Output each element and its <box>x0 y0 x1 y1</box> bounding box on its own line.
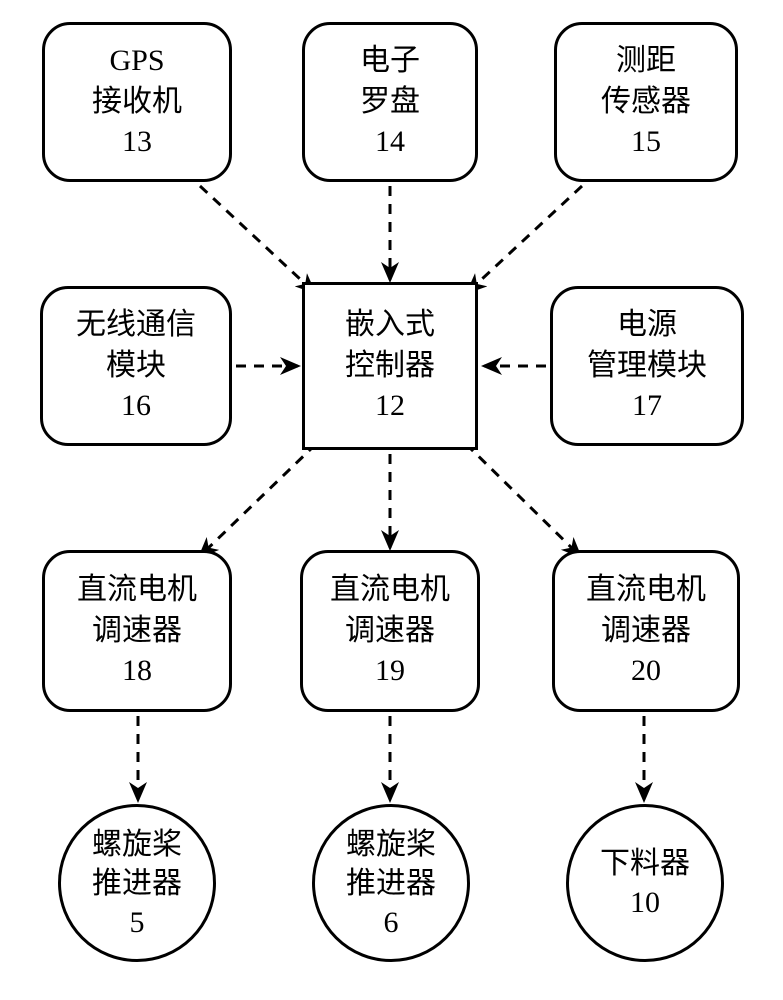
node-number: 10 <box>630 883 660 922</box>
node-label: 螺旋桨 <box>92 825 182 864</box>
node-number: 13 <box>122 122 152 163</box>
diagram-canvas: GPS 接收机 13 电子 罗盘 14 测距 传感器 15 无线通信 模块 16… <box>0 0 783 1000</box>
node-label: 测距 <box>616 41 676 82</box>
node-label: 推进器 <box>92 864 182 903</box>
node-number: 14 <box>375 122 405 163</box>
node-label: 模块 <box>106 346 166 387</box>
node-number: 6 <box>384 903 399 942</box>
node-label: 推进器 <box>346 864 436 903</box>
node-label: 控制器 <box>345 346 435 387</box>
edge-n12-n18 <box>200 444 316 556</box>
node-label: 接收机 <box>92 82 182 123</box>
node-label: 管理模块 <box>587 346 707 387</box>
node-number: 17 <box>632 386 662 427</box>
node-label: 无线通信 <box>76 305 196 346</box>
node-label: GPS <box>109 41 164 82</box>
node-electronic-compass: 电子 罗盘 14 <box>302 22 478 182</box>
node-label: 直流电机 <box>77 570 197 611</box>
node-number: 15 <box>631 122 661 163</box>
node-label: 调速器 <box>92 611 182 652</box>
node-dc-motor-speed-controller-18: 直流电机 调速器 18 <box>42 550 232 712</box>
node-number: 20 <box>631 651 661 692</box>
node-number: 16 <box>121 386 151 427</box>
node-propeller-thruster-5: 螺旋桨 推进器 5 <box>58 804 216 962</box>
node-dc-motor-speed-controller-20: 直流电机 调速器 20 <box>552 550 740 712</box>
node-label: 螺旋桨 <box>346 825 436 864</box>
node-label: 下料器 <box>600 844 690 883</box>
node-number: 18 <box>122 651 152 692</box>
node-number: 19 <box>375 651 405 692</box>
edge-n13-n12 <box>200 186 314 292</box>
node-distance-sensor: 测距 传感器 15 <box>554 22 738 182</box>
node-label: 直流电机 <box>330 570 450 611</box>
edge-n15-n12 <box>468 186 582 292</box>
node-number: 12 <box>375 386 405 427</box>
node-feeder: 下料器 10 <box>566 804 724 962</box>
node-wireless-comm-module: 无线通信 模块 16 <box>40 286 232 446</box>
node-label: 调速器 <box>345 611 435 652</box>
node-embedded-controller: 嵌入式 控制器 12 <box>302 282 478 450</box>
node-label: 嵌入式 <box>345 305 435 346</box>
node-label: 直流电机 <box>586 570 706 611</box>
node-propeller-thruster-6: 螺旋桨 推进器 6 <box>312 804 470 962</box>
edge-n12-n20 <box>466 444 580 556</box>
node-number: 5 <box>130 903 145 942</box>
node-power-management-module: 电源 管理模块 17 <box>550 286 744 446</box>
node-label: 电源 <box>617 305 677 346</box>
node-label: 传感器 <box>601 82 691 123</box>
node-label: 电子 <box>360 41 420 82</box>
node-dc-motor-speed-controller-19: 直流电机 调速器 19 <box>300 550 480 712</box>
node-label: 罗盘 <box>360 82 420 123</box>
node-label: 调速器 <box>601 611 691 652</box>
node-gps-receiver: GPS 接收机 13 <box>42 22 232 182</box>
